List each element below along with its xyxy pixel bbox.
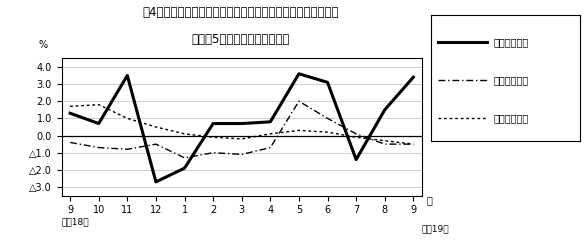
Text: %: % [38, 40, 47, 50]
Text: 平成19年: 平成19年 [422, 224, 449, 233]
Text: 現金給与総額: 現金給与総額 [493, 37, 529, 47]
Text: （規模5人以上　調査産業計）: （規模5人以上 調査産業計） [191, 33, 289, 46]
Text: 月: 月 [427, 196, 432, 206]
Text: 総実労働時間: 総実労働時間 [493, 75, 529, 85]
Text: 常用雇用指数: 常用雇用指数 [493, 113, 529, 123]
Text: 第4図　　賃金、労働時間、常用雇用指数対前年同月比の推移: 第4図 賃金、労働時間、常用雇用指数対前年同月比の推移 [142, 6, 339, 19]
Text: 平成18年: 平成18年 [62, 217, 89, 226]
